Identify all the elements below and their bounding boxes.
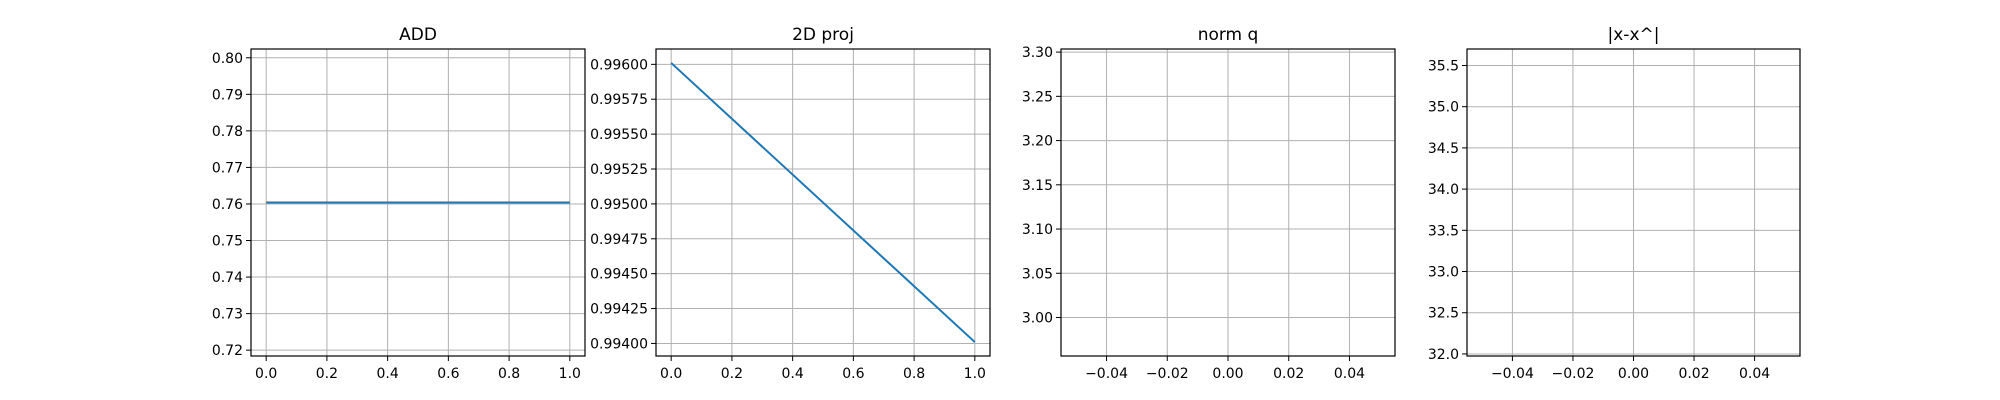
- subplot-1: 0.0 0.2 0.4 0.6 0.8 1.0 0.72 0.73 0.74 0.75 0.76 0.…: [212, 25, 586, 382]
- x-tick-label: 0.8: [498, 366, 520, 382]
- y-tick-label: 0.73: [212, 307, 243, 323]
- y-tick-label: 0.99400: [590, 336, 648, 352]
- chart-title: norm q: [1198, 25, 1259, 45]
- y-tick-label: 33.5: [1428, 223, 1459, 239]
- axes-frame: [250, 48, 586, 357]
- x-tick-label: −0.04: [1085, 366, 1128, 382]
- y-tick-label: 34.5: [1428, 141, 1459, 157]
- x-tick-label: −0.02: [1552, 366, 1595, 382]
- x-tick-label: 0.04: [1334, 366, 1365, 382]
- y-tick-label: 35.0: [1428, 100, 1459, 116]
- chart-title: |x-x^|: [1608, 25, 1660, 45]
- y-tick-label: 3.15: [1022, 178, 1053, 194]
- x-tick-label: −0.04: [1491, 366, 1534, 382]
- chart-title: ADD: [399, 25, 437, 45]
- y-tick-label: 0.79: [212, 87, 243, 103]
- x-tick-label: 0.2: [721, 366, 743, 382]
- x-tick-label: −0.02: [1146, 366, 1189, 382]
- y-tick-label: 3.10: [1022, 222, 1053, 238]
- y-tick-label: 0.99450: [590, 267, 648, 283]
- x-tick-label: 0.02: [1678, 366, 1709, 382]
- y-tick-label: 0.75: [212, 234, 243, 250]
- subplot-2: 0.0 0.2 0.4 0.6 0.8 1.0 0.99400 0.99425 0.99450 0…: [590, 25, 991, 382]
- x-tick-label: 0.0: [660, 366, 682, 382]
- y-tick-label: 0.99550: [590, 127, 648, 143]
- y-tick-label: 3.20: [1022, 134, 1053, 150]
- subplot-3: −0.04 −0.02 0.00 0.02 0.04 3.00 3.05 3.10 3.15 3.…: [1022, 25, 1396, 382]
- y-tick-label: 0.99475: [590, 232, 648, 248]
- y-tick-label: 0.78: [212, 124, 243, 140]
- x-tick-label: 0.00: [1618, 366, 1649, 382]
- y-tick-label: 3.25: [1022, 89, 1053, 105]
- series-line-1: [670, 62, 976, 343]
- x-tick-label: 0.4: [377, 366, 399, 382]
- y-tick-label: 34.0: [1428, 182, 1459, 198]
- x-tick-label: 1.0: [559, 366, 581, 382]
- y-tick-label: 0.99525: [590, 162, 648, 178]
- y-tick-label: 0.99600: [590, 57, 648, 73]
- x-tick-label: 0.04: [1739, 366, 1770, 382]
- subplot-4: −0.04 −0.02 0.00 0.02 0.04 32.0 32.5 33.0 33.5 34…: [1428, 25, 1801, 382]
- y-tick-label: 33.0: [1428, 265, 1459, 281]
- x-tick-label: 0.02: [1273, 366, 1304, 382]
- y-tick-label: 35.5: [1428, 58, 1459, 74]
- y-tick-label: 0.99500: [590, 197, 648, 213]
- x-tick-label: 0.6: [437, 366, 459, 382]
- y-tick-label: 3.00: [1022, 311, 1053, 327]
- y-tick-label: 0.77: [212, 160, 243, 176]
- y-tick-label: 0.72: [212, 343, 243, 359]
- x-tick-label: 0.2: [316, 366, 338, 382]
- x-tick-label: 0.8: [903, 366, 925, 382]
- y-tick-label: 0.80: [212, 51, 243, 67]
- y-tick-label: 0.99575: [590, 92, 648, 108]
- y-tick-label: 3.30: [1022, 45, 1053, 61]
- y-tick-label: 0.74: [212, 270, 243, 286]
- x-tick-label: 1.0: [964, 366, 986, 382]
- y-tick-label: 32.0: [1428, 347, 1459, 363]
- x-tick-label: 0.0: [255, 366, 277, 382]
- x-tick-label: 0.4: [782, 366, 804, 382]
- y-tick-label: 0.76: [212, 197, 243, 213]
- chart-title: 2D proj: [792, 25, 854, 45]
- x-tick-label: 0.6: [842, 366, 864, 382]
- y-tick-label: 0.99425: [590, 302, 648, 318]
- axes-frame: [655, 48, 991, 357]
- y-tick-label: 32.5: [1428, 306, 1459, 322]
- x-tick-label: 0.00: [1212, 366, 1243, 382]
- y-tick-label: 3.05: [1022, 266, 1053, 282]
